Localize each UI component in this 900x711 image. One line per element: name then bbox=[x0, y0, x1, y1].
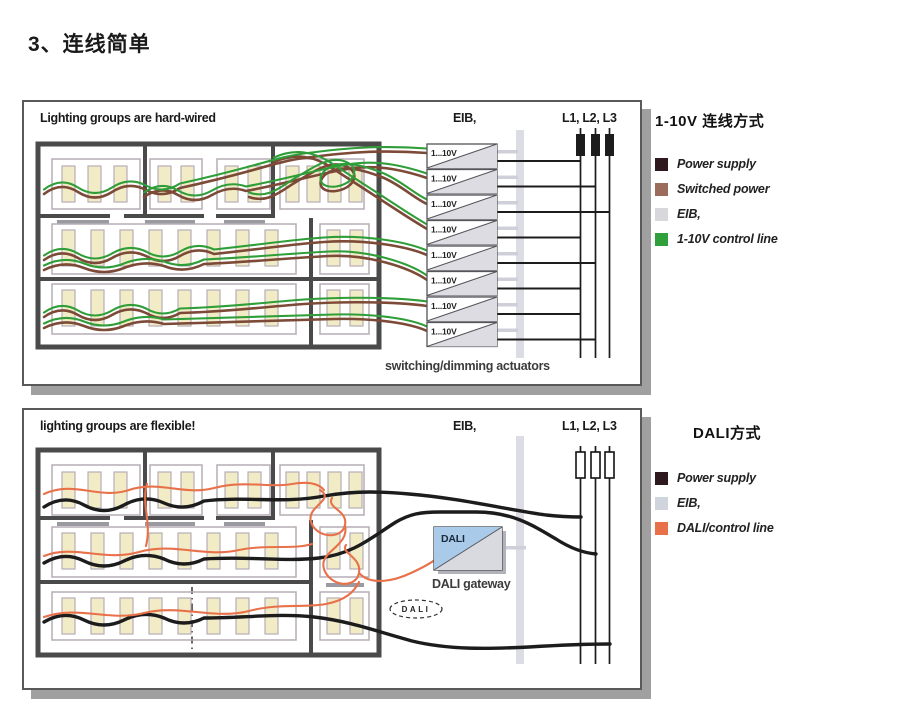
color-swatch bbox=[655, 182, 668, 196]
gateway-label: DALI bbox=[441, 533, 465, 545]
eib-bus bbox=[502, 436, 526, 664]
actuator: 1...10V bbox=[426, 194, 498, 220]
mains-fuses bbox=[576, 128, 614, 156]
legend-item-eib: EIB, bbox=[655, 207, 895, 221]
phase-lines bbox=[579, 156, 611, 358]
legend-dali: DALI方式 Power supply EIB, DALI/control li… bbox=[655, 422, 895, 546]
panel2-phases-label: L1, L2, L3 bbox=[562, 419, 617, 433]
color-swatch bbox=[655, 157, 668, 171]
legend-item-label: Power supply bbox=[677, 157, 756, 171]
eib-bus bbox=[497, 130, 524, 358]
panel2-eib-label: EIB, bbox=[453, 419, 476, 433]
color-swatch bbox=[655, 496, 668, 510]
legend-item-label: DALI/control line bbox=[677, 521, 774, 535]
legend-dali-title: DALI方式 bbox=[693, 425, 761, 442]
legend-item-label: EIB, bbox=[677, 496, 701, 510]
actuators-caption: switching/dimming actuators bbox=[385, 359, 550, 373]
actuator-label: 1...10V bbox=[431, 225, 457, 235]
actuator-label: 1...10V bbox=[431, 301, 457, 311]
legend-item-power-supply: Power supply bbox=[655, 157, 895, 171]
actuator: 1...10V bbox=[426, 143, 498, 169]
panel-hardwired: Lighting groups are hard-wired EIB, L1, … bbox=[22, 100, 642, 386]
actuators: 1...10V 1...10V 1...10V 1...10V 1...10V … bbox=[426, 143, 498, 348]
color-swatch bbox=[655, 471, 668, 485]
actuator-label: 1...10V bbox=[431, 276, 457, 286]
legend-1-10v-title: 1-10V 连线方式 bbox=[655, 113, 765, 130]
power-wires bbox=[42, 490, 612, 651]
actuator: 1...10V bbox=[426, 296, 498, 322]
panel1-eib-label: EIB, bbox=[453, 111, 476, 125]
actuator-label: 1...10V bbox=[431, 327, 457, 337]
color-swatch bbox=[655, 521, 668, 535]
legend-item-dali-control: DALI/control line bbox=[655, 521, 895, 535]
legend-item-power-supply: Power supply bbox=[655, 471, 895, 485]
mains-fuses bbox=[575, 446, 615, 479]
dali-gateway: DALI DALI gateway bbox=[432, 526, 511, 591]
actuator: 1...10V bbox=[426, 245, 498, 271]
dali-logo: DALI bbox=[389, 599, 443, 619]
legend-1-10v: 1-10V 连线方式 Power supply Switched power E… bbox=[655, 110, 895, 257]
actuator: 1...10V bbox=[426, 219, 498, 246]
actuator-label: 1...10V bbox=[431, 250, 457, 260]
panel1-header: Lighting groups are hard-wired bbox=[40, 111, 216, 125]
actuator-label: 1...10V bbox=[431, 148, 457, 158]
dali-diagram: lighting groups are flexible! EIB, L1, L… bbox=[35, 419, 617, 664]
legend-item-label: Switched power bbox=[677, 182, 770, 196]
dali-logo-text: DALI bbox=[402, 605, 431, 614]
actuator: 1...10V bbox=[426, 321, 498, 348]
actuator-output-lines bbox=[497, 160, 610, 341]
legend-item-label: Power supply bbox=[677, 471, 756, 485]
actuator: 1...10V bbox=[426, 168, 498, 195]
legend-item-eib: EIB, bbox=[655, 496, 895, 510]
color-swatch bbox=[655, 232, 668, 246]
panel1-phases-label: L1, L2, L3 bbox=[562, 111, 617, 125]
legend-item-label: EIB, bbox=[677, 207, 701, 221]
panel-flexible: lighting groups are flexible! EIB, L1, L… bbox=[22, 408, 642, 690]
legend-item-switched-power: Switched power bbox=[655, 182, 895, 196]
building-floorplan bbox=[35, 141, 382, 350]
actuator-label: 1...10V bbox=[431, 199, 457, 209]
page-title: 3、连线简单 bbox=[28, 33, 151, 56]
phase-lines bbox=[579, 478, 611, 664]
gateway-caption: DALI gateway bbox=[432, 577, 511, 591]
actuator-label: 1...10V bbox=[431, 174, 457, 184]
legend-item-label: 1-10V control line bbox=[677, 232, 778, 246]
dali-wires bbox=[42, 481, 438, 619]
actuator: 1...10V bbox=[426, 270, 498, 297]
lamp-groups bbox=[51, 464, 370, 641]
panel2-header: lighting groups are flexible! bbox=[40, 419, 195, 433]
legend-item-1-10v-control: 1-10V control line bbox=[655, 232, 895, 246]
hardwired-diagram: Lighting groups are hard-wired EIB, L1, … bbox=[35, 111, 617, 373]
color-swatch bbox=[655, 207, 668, 221]
